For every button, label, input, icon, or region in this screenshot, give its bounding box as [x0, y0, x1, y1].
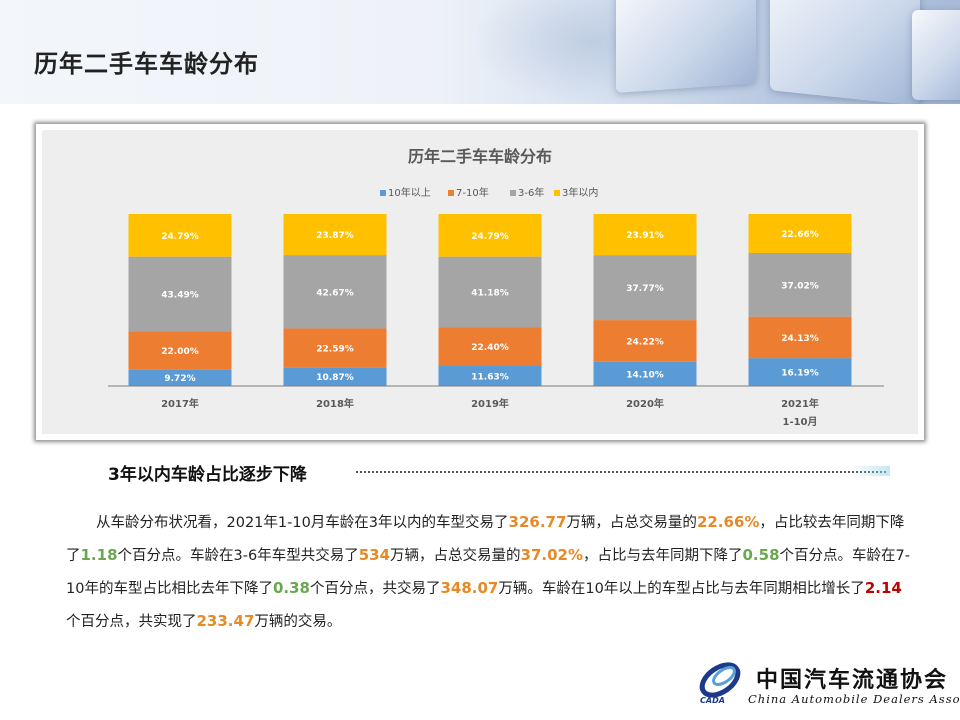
value-3to6-volume: 534	[358, 546, 391, 564]
x-tick-label: 1-10月	[782, 416, 817, 428]
text-segment: 万辆。车龄在10年以上的车型占比与去年同期相比增长了	[498, 581, 865, 597]
bar-segment	[748, 316, 852, 359]
legend-label: 7-10年	[456, 186, 489, 199]
bar-segment	[128, 256, 232, 332]
bar-segment	[128, 369, 232, 386]
bar-segment	[593, 255, 697, 321]
data-label: 37.02%	[781, 281, 819, 291]
bar-segment	[283, 214, 387, 256]
value-7to10-change: 0.38	[272, 579, 310, 597]
data-label: 22.66%	[781, 230, 819, 240]
data-label: 37.77%	[626, 284, 664, 294]
data-label: 24.22%	[626, 337, 664, 347]
data-label: 41.18%	[471, 289, 509, 299]
value-over10-volume: 233.47	[196, 612, 255, 630]
data-label: 14.10%	[626, 370, 664, 380]
data-label: 43.49%	[161, 291, 199, 301]
value-within3-volume: 326.77	[508, 513, 567, 531]
data-label: 22.00%	[161, 347, 199, 357]
header-cube-decoration	[616, 0, 756, 93]
x-tick-label: 2019年	[471, 397, 509, 410]
x-tick-label: 2018年	[316, 397, 354, 410]
text-segment: 个百分点。车龄在3-6年车型共交易了	[117, 548, 359, 564]
legend-swatch	[510, 190, 516, 196]
data-label: 42.67%	[316, 288, 354, 298]
bar-segment	[283, 367, 387, 386]
text-segment: 个百分点。车龄在7-10年的车型占比相比去年下降了	[66, 548, 910, 597]
divider-accent	[850, 466, 890, 476]
bar-segment	[438, 327, 542, 366]
value-within3-change: 1.18	[80, 546, 118, 564]
data-label: 11.63%	[471, 372, 509, 382]
data-label: 10.87%	[316, 373, 354, 383]
data-label: 23.91%	[626, 231, 664, 241]
x-axis-labels: 2017年 2018年 2019年 2020年 2021年 1-10月	[161, 397, 819, 428]
value-over10-change: 2.14	[864, 579, 902, 597]
analysis-paragraph: 从车龄分布状况看，2021年1-10月车龄在3年以内的车型交易了326.77万辆…	[66, 506, 912, 638]
bar-segment	[438, 256, 542, 328]
legend-label: 10年以上	[388, 186, 431, 199]
bar-segment	[283, 255, 387, 329]
header-banner	[0, 0, 960, 104]
text-segment: ，占比较去年同期下降了	[66, 515, 905, 564]
chart-bars: 9.72% 22.00% 43.49% 24.79% 10.87% 22.59% 42.67…	[128, 214, 852, 386]
data-label: 9.72%	[164, 374, 195, 384]
bar-segment	[128, 331, 232, 370]
page-title: 历年二手车车龄分布	[34, 50, 259, 78]
value-7to10-volume: 348.07	[440, 579, 499, 597]
data-label: 22.40%	[471, 343, 509, 353]
text-segment: 万辆的交易。	[254, 614, 342, 630]
bar-segment	[283, 328, 387, 368]
logo-name-en: China Automobile Dealers Association	[748, 692, 960, 706]
text-segment: 个百分点，共实现了	[66, 614, 197, 630]
bar-segment	[748, 358, 852, 386]
value-3to6-change: 0.58	[742, 546, 780, 564]
dotted-divider	[356, 471, 886, 473]
value-within3-share: 22.66%	[696, 513, 760, 531]
legend-swatch	[380, 190, 386, 196]
value-3to6-share: 37.02%	[520, 546, 583, 564]
bar-segment	[593, 214, 697, 256]
header-cube-decoration	[770, 0, 920, 104]
x-tick-label: 2021年	[781, 397, 819, 410]
text-segment: 从车龄分布状况看，2021年1-10月车龄在3年以内的车型交易了	[96, 515, 509, 531]
text-segment: 个百分点，共交易了	[309, 581, 441, 597]
bar-segment	[128, 214, 232, 257]
logo-abbreviation: CADA	[700, 696, 725, 705]
data-label: 23.87%	[316, 231, 354, 241]
stacked-bar-chart: 历年二手车车龄分布 10年以上 7-10年 3-6年 3年以内 9.72% 22.00%…	[108, 147, 884, 428]
bar-segment	[438, 214, 542, 257]
bar-segment	[593, 320, 697, 362]
text-segment: ，占比与去年同期下降了	[583, 548, 743, 564]
cada-emblem-icon	[699, 662, 741, 698]
association-logo: CADA 中国汽车流通协会 China Automobile Dealers A…	[694, 654, 960, 710]
data-label: 24.79%	[161, 232, 199, 242]
bar-segment	[748, 252, 852, 317]
header-cube-decoration	[912, 10, 960, 100]
x-tick-label: 2017年	[161, 397, 199, 410]
data-label: 22.59%	[316, 344, 354, 354]
chart-area: 历年二手车车龄分布 10年以上 7-10年 3-6年 3年以内 9.72% 22.00%…	[42, 130, 918, 434]
chart-frame: 历年二手车车龄分布 10年以上 7-10年 3-6年 3年以内 9.72% 22.00%…	[36, 124, 924, 440]
section-heading: 3年以内车龄占比逐步下降	[108, 465, 307, 485]
chart-title: 历年二手车车龄分布	[408, 147, 552, 166]
legend-swatch	[554, 190, 560, 196]
legend-label: 3-6年	[518, 186, 544, 199]
legend-swatch	[448, 190, 454, 196]
data-label: 16.19%	[781, 369, 819, 379]
text-segment: 万辆，占总交易量的	[566, 515, 697, 531]
legend-label: 3年以内	[562, 186, 598, 199]
bar-segment	[748, 214, 852, 253]
chart-legend: 10年以上 7-10年 3-6年 3年以内	[380, 186, 598, 199]
text-segment: 万辆，占总交易量的	[390, 548, 521, 564]
bar-segment	[438, 365, 542, 386]
bar-segment	[593, 361, 697, 386]
data-label: 24.79%	[471, 232, 509, 242]
logo-name-cn: 中国汽车流通协会	[756, 667, 949, 693]
x-tick-label: 2020年	[626, 397, 664, 410]
data-label: 24.13%	[781, 334, 819, 344]
